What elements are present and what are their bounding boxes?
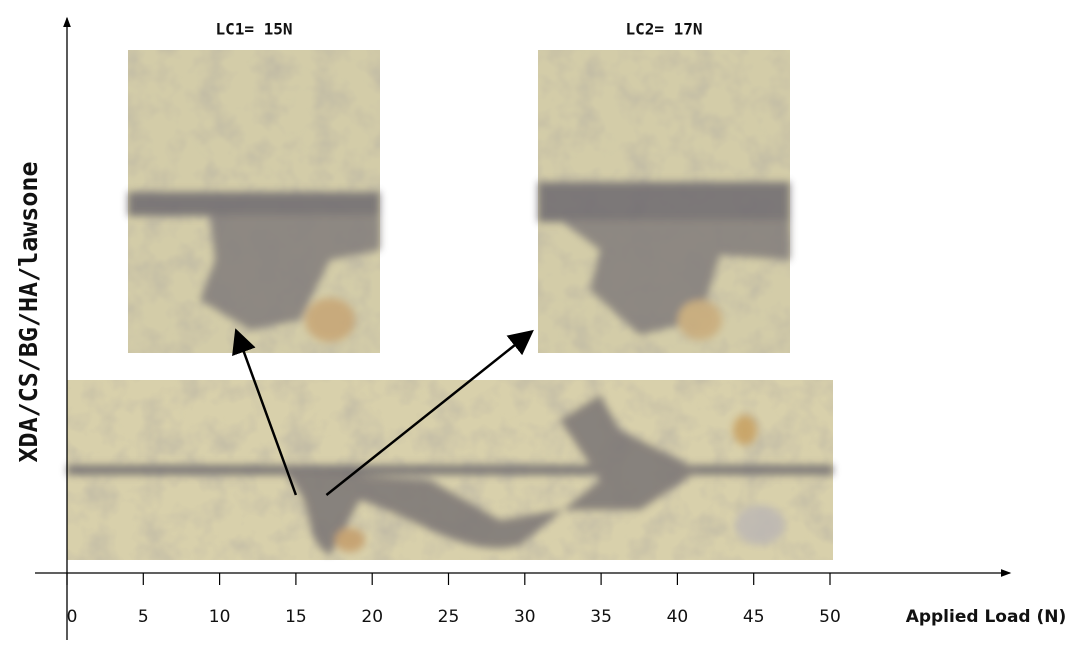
x-tick-label: 20 (361, 607, 383, 627)
x-tick-label: 5 (138, 607, 149, 627)
x-tick-label: 25 (438, 607, 460, 627)
x-tick-label: 15 (285, 607, 307, 627)
x-tick-label: 35 (590, 607, 612, 627)
x-tick-label: 0 (67, 607, 78, 627)
inset-photo (538, 50, 790, 353)
x-tick-label: 45 (743, 607, 765, 627)
chart: XDA/CS/BG/HA/lawsone Applied Load (N) 0 5… (0, 0, 1078, 650)
x-tick-label: 50 (819, 607, 841, 627)
x-tick-label: 30 (514, 607, 536, 627)
inset-title: LC2= 17N (625, 20, 702, 39)
inset-photo (128, 50, 380, 353)
inset-title: LC1= 15N (215, 20, 292, 39)
x-tick-label: 10 (209, 607, 231, 627)
y-axis-label: XDA/CS/BG/HA/lawsone (14, 161, 43, 462)
scratch-strip (67, 380, 833, 560)
x-tick-label: 40 (667, 607, 689, 627)
x-axis-label: Applied Load (N) (906, 607, 1067, 627)
